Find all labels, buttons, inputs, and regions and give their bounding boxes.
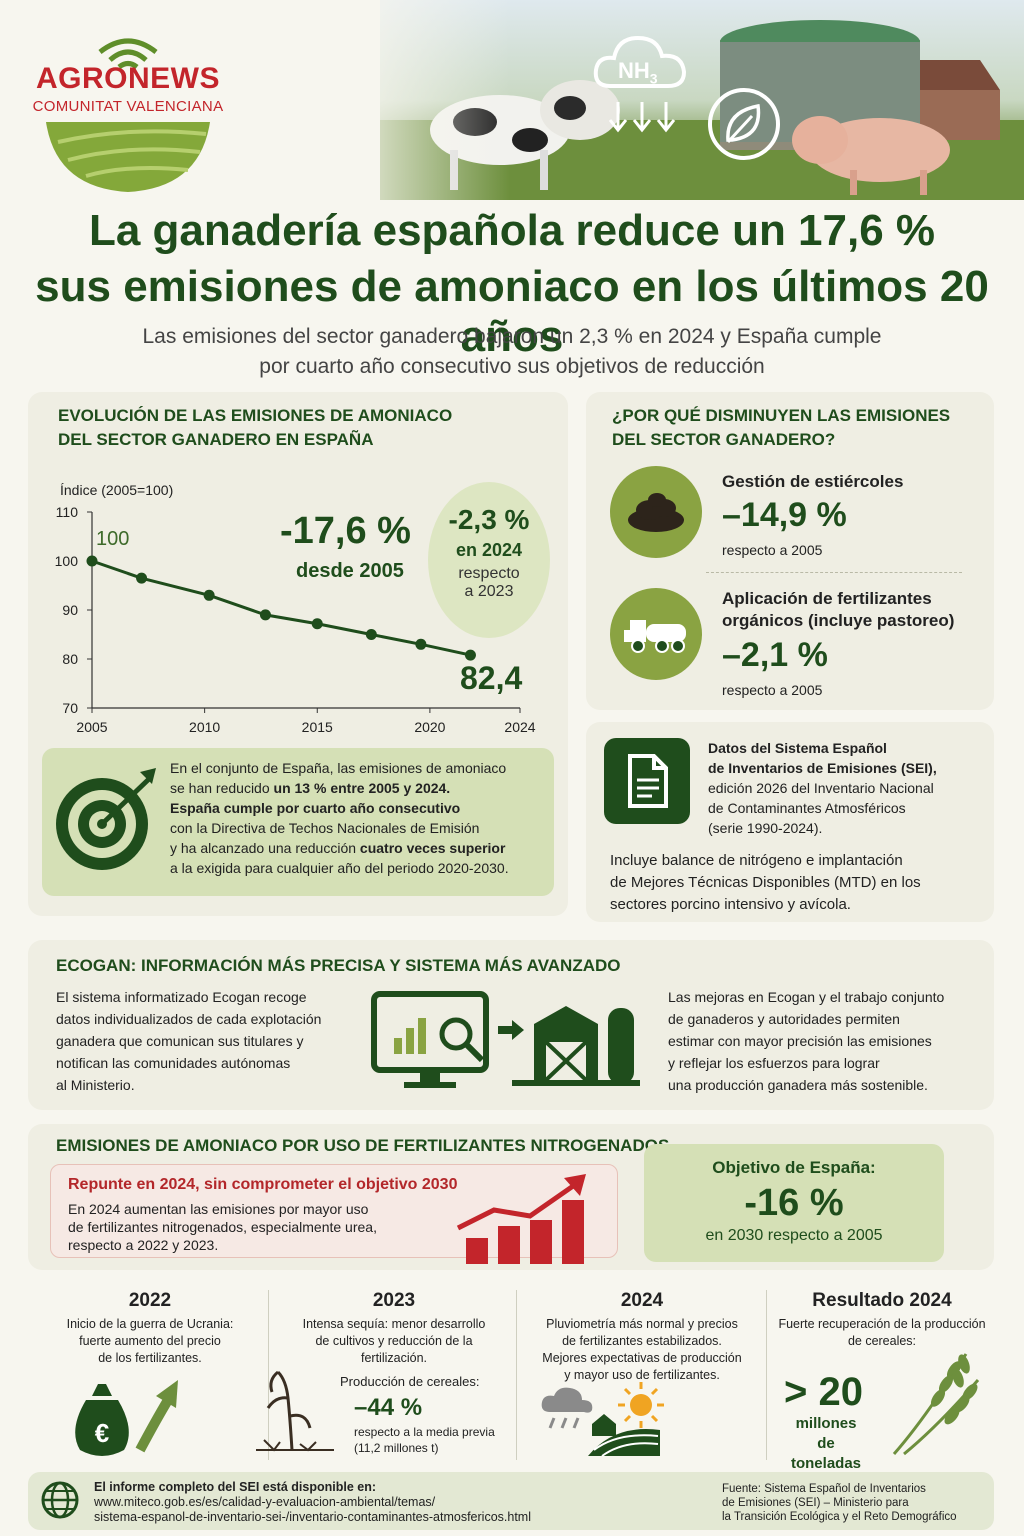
y-tick-label: 100 [55, 553, 79, 569]
ecogan-card [28, 940, 994, 1110]
emissions-line-chart: 110 100 90 80 70 2005 2010 2015 2020 2024 [55, 504, 536, 735]
timeline-2024: 2024 Pluviometría más normal y precios d… [542, 1290, 742, 1382]
ecogan-title: ECOGAN: INFORMACIÓN MÁS PRECISA Y SISTEM… [56, 956, 621, 975]
headline-line2: sus emisiones de amoniaco en los últimos… [35, 262, 989, 361]
cereal-2023-caption: respecto a la media previa (11,2 millone… [354, 1425, 495, 1455]
x-tick-label: 2005 [76, 719, 107, 735]
rebound-text: En 2024 aumentan las emisiones por mayor… [68, 1201, 377, 1253]
annual-change-bubble [428, 482, 550, 638]
timeline-2023: 2023 Intensa sequía: menor desarrollo de… [302, 1290, 486, 1365]
data-point [86, 555, 98, 567]
spain-goal-box [644, 1144, 944, 1262]
data-point [136, 572, 148, 584]
data-point [415, 638, 427, 650]
fertilizer-title: EMISIONES DE AMONIACO POR USO DE FERTILI… [56, 1136, 670, 1155]
x-tick-label: 2024 [504, 719, 535, 735]
y-tick-label: 80 [62, 651, 78, 667]
y-tick-label: 70 [62, 700, 78, 716]
reason1-caption: respecto a 2005 [722, 542, 823, 558]
timeline-2022: 2022 Inicio de la guerra de Ucrania: fue… [66, 1290, 234, 1365]
emissions-series-line [91, 559, 471, 657]
timeline-result: Resultado 2024 Fuerte recuperación de la… [778, 1290, 986, 1348]
goal-caption: en 2030 respecto a 2005 [705, 1227, 883, 1244]
rebound-title: Repunte en 2024, sin comprometer el obje… [68, 1176, 458, 1193]
data-point [311, 618, 323, 630]
manure-icon [610, 466, 702, 558]
x-tick-label: 2020 [414, 719, 445, 735]
brand-name: AGRONEWS [36, 62, 220, 95]
total-reduction-caption: desde 2005 [296, 560, 404, 582]
ammonia-formula: NH3 [618, 58, 658, 87]
tractor-icon [610, 588, 702, 680]
svg-text:€: € [95, 1418, 109, 1448]
barn-icon [512, 1006, 640, 1086]
reason2-title: Aplicación de fertilizantes orgánicos (i… [722, 589, 955, 630]
report-link-block: El informe completo del SEI está disponi… [94, 1480, 531, 1524]
arrow-right-icon [498, 1020, 524, 1040]
dry-plant-icon [256, 1370, 334, 1452]
report-url[interactable]: www.miteco.gob.es/es/calidad-y-evaluacio… [94, 1495, 436, 1509]
annual-change-year: en 2024 [455, 540, 523, 560]
start-value-label: 100 [96, 528, 130, 550]
sun-icon [618, 1382, 664, 1428]
footer-bar [28, 1472, 994, 1530]
total-reduction-value: -17,6 % [280, 510, 411, 552]
sei-scope-text: Incluye balance de nitrógeno e implantac… [610, 852, 921, 913]
headline-line1: La ganadería española reduce un 17,6 % [88, 206, 936, 255]
globe-icon [41, 1481, 79, 1519]
rebound-alert [50, 1164, 618, 1258]
reason2-value: –2,1 % [722, 636, 828, 674]
annual-change-value: -2,3 % [448, 504, 530, 535]
report-url-cont[interactable]: sistema-espanol-de-inventario-sei-/inven… [94, 1510, 531, 1524]
cereal-2024-unit: millones de toneladas [790, 1415, 862, 1472]
data-point [365, 629, 377, 640]
compliance-text: En el conjunto de España, las emisiones … [170, 760, 509, 876]
reason1-title: Gestión de estiércoles [722, 472, 904, 491]
source-note: Fuente: Sistema Español de Inventarios d… [722, 1483, 957, 1523]
end-value-label: 82,4 [460, 660, 523, 696]
data-point [259, 609, 271, 621]
monitor-chart-icon [371, 991, 489, 1088]
y-tick-label: 90 [62, 602, 78, 618]
reasons-title: ¿POR QUÉ DISMINUYEN LAS EMISIONES DEL SE… [612, 406, 951, 449]
cereal-2024-value: > 20 [784, 1370, 863, 1414]
x-tick-label: 2015 [302, 719, 333, 735]
money-bag-icon: € [75, 1380, 178, 1456]
goal-value: -16 % [744, 1182, 844, 1224]
ecogan-left-text: El sistema informatizado Ecogan recoge d… [56, 989, 322, 1093]
ecogan-right-text: Las mejoras en Ecogan y el trabajo conju… [668, 989, 945, 1093]
x-tick-label: 2010 [189, 719, 220, 735]
agronews-logo [46, 38, 210, 192]
document-icon [604, 738, 690, 824]
cereal-2023-label: Producción de cereales: [340, 1374, 480, 1389]
subtitle: Las emisiones del sector ganadero bajaro… [142, 325, 882, 378]
data-point [464, 649, 476, 661]
evolution-title: EVOLUCIÓN DE LAS EMISIONES DE AMONIACO D… [58, 406, 453, 449]
reason2-caption: respecto a 2005 [722, 682, 823, 698]
reasons-divider [706, 572, 962, 573]
wheat-icon [892, 1353, 980, 1456]
cereal-2023-value: –44 % [354, 1394, 423, 1421]
chart-ylabel: Índice (2005=100) [60, 482, 174, 498]
leaf-icon [708, 88, 780, 160]
brand-region: COMUNITAT VALENCIANA [32, 98, 224, 115]
target-icon [56, 768, 156, 870]
y-tick-label: 110 [56, 504, 79, 520]
reason1-value: –14,9 % [722, 496, 847, 534]
hero-banner: NH3 [0, 0, 1024, 200]
rain-cloud-icon [541, 1387, 593, 1429]
sei-source-text: Datos del Sistema Español de Inventarios… [708, 740, 937, 836]
goal-title: Objetivo de España: [712, 1158, 876, 1177]
data-point [203, 589, 215, 601]
rising-bars-icon [456, 1174, 586, 1264]
fields-icon [588, 1414, 660, 1457]
ammonia-cloud-icon [593, 35, 687, 133]
